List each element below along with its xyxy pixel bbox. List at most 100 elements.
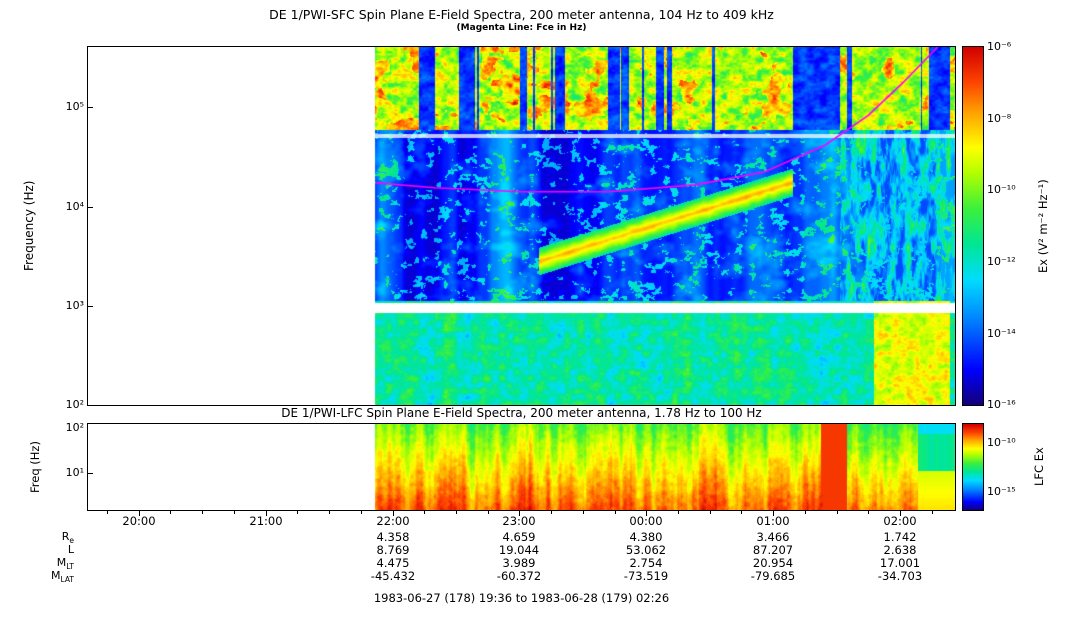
axis-tick xyxy=(88,207,93,208)
ephemeris-value: 2.638 xyxy=(883,543,917,557)
axis-tick xyxy=(329,511,330,514)
axis-tick xyxy=(741,511,742,514)
xtick-0000: 00:00 xyxy=(629,514,663,528)
ephemeris-value: 4.475 xyxy=(376,556,410,570)
axis-tick xyxy=(615,511,616,514)
lfc-title: DE 1/PWI-LFC Spin Plane E-Field Spectra,… xyxy=(281,406,762,420)
time-range-footer: 1983-06-27 (178) 19:36 to 1983-06-28 (17… xyxy=(373,591,670,605)
sfc-cbtick-1e-8: 10⁻⁸ xyxy=(987,112,1012,125)
axis-tick xyxy=(107,511,108,514)
axis-tick xyxy=(266,511,267,516)
ephemeris-value: 87.207 xyxy=(752,543,794,557)
ephemeris-label-mlat: MLAT xyxy=(28,569,74,584)
xtick-2000: 20:00 xyxy=(122,514,156,528)
ephemeris-label-l: L xyxy=(28,543,74,558)
axis-tick xyxy=(170,511,171,514)
axis-tick xyxy=(551,511,552,514)
axis-tick xyxy=(932,511,933,514)
sfc-colorbar-canvas xyxy=(963,47,983,405)
ephemeris-value: 17.001 xyxy=(879,556,921,570)
ephemeris-value: 3.466 xyxy=(756,530,790,544)
ephemeris-label-re-main: R xyxy=(61,530,70,543)
axis-tick xyxy=(202,511,203,514)
axis-tick xyxy=(361,511,362,514)
ephemeris-label-mlat-main: M xyxy=(51,569,61,582)
sfc-ytick-1e3: 10³ xyxy=(65,299,84,312)
sfc-cbtick-1e-16: 10⁻¹⁶ xyxy=(987,398,1016,411)
ephemeris-value: 3.989 xyxy=(502,556,536,570)
ephemeris-value: 4.380 xyxy=(629,530,663,544)
axis-tick xyxy=(393,511,394,516)
lfc-y-axis-label: Freq (Hz) xyxy=(28,441,42,493)
ephemeris-value: 8.769 xyxy=(376,543,410,557)
axis-tick xyxy=(488,511,489,514)
ephemeris-label-re-sub: e xyxy=(69,536,74,546)
lfc-plot-area xyxy=(87,423,956,511)
ephemeris-label-l-main: L xyxy=(67,543,74,556)
xtick-0100: 01:00 xyxy=(756,514,790,528)
xtick-2300: 23:00 xyxy=(502,514,536,528)
lfc-spectrogram-canvas xyxy=(88,424,955,510)
axis-tick xyxy=(900,511,901,516)
axis-tick xyxy=(297,511,298,514)
sfc-colorbar xyxy=(962,46,984,406)
ephemeris-value: -60.372 xyxy=(496,569,542,583)
lfc-cbtick-1e-15: 10⁻¹⁵ xyxy=(987,485,1016,498)
sfc-cbtick-1e-12: 10⁻¹² xyxy=(987,255,1016,268)
ephemeris-value: -45.432 xyxy=(370,569,416,583)
axis-tick xyxy=(868,511,869,514)
ephemeris-value: -79.685 xyxy=(750,569,796,583)
sfc-ytick-1e5: 10⁵ xyxy=(65,100,84,113)
axis-tick xyxy=(710,511,711,514)
lfc-cbtick-1e-10: 10⁻¹⁰ xyxy=(987,436,1016,449)
axis-tick xyxy=(139,511,140,516)
sfc-plot-area xyxy=(87,46,956,406)
xtick-0200: 02:00 xyxy=(883,514,917,528)
lfc-colorbar-canvas xyxy=(963,424,983,510)
axis-tick xyxy=(837,511,838,514)
axis-tick xyxy=(519,511,520,516)
lfc-ytick-1e2: 10² xyxy=(65,421,84,434)
axis-tick xyxy=(646,511,647,516)
sfc-title: DE 1/PWI-SFC Spin Plane E-Field Spectra,… xyxy=(269,7,774,22)
sfc-cbtick-1e-6: 10⁻⁶ xyxy=(987,40,1012,53)
ephemeris-value: 2.754 xyxy=(629,556,663,570)
sfc-cbtick-1e-14: 10⁻¹⁴ xyxy=(987,327,1016,340)
ephemeris-value: -34.703 xyxy=(877,569,923,583)
ephemeris-label-mlt: MLT xyxy=(28,556,74,571)
axis-tick xyxy=(678,511,679,514)
sfc-colorbar-label: Ex (V² m⁻² Hz⁻¹) xyxy=(1036,179,1050,273)
axis-tick xyxy=(88,306,93,307)
axis-tick xyxy=(805,511,806,514)
ephemeris-label-mlat-sub: LAT xyxy=(60,575,74,585)
ephemeris-value: 53.062 xyxy=(625,543,667,557)
sfc-subtitle: (Magenta Line: Fce in Hz) xyxy=(456,23,587,33)
sfc-ytick-1e4: 10⁴ xyxy=(65,200,84,213)
ephemeris-value: 1.742 xyxy=(883,530,917,544)
sfc-ytick-1e2: 10² xyxy=(65,398,84,411)
ephemeris-value: 4.358 xyxy=(376,530,410,544)
axis-tick xyxy=(456,511,457,514)
ephemeris-value: -73.519 xyxy=(623,569,669,583)
axis-tick xyxy=(88,107,93,108)
ephemeris-label-mlt-main: M xyxy=(56,556,67,569)
ephemeris-label-mlt-sub: LT xyxy=(66,562,74,572)
ephemeris-value: 19.044 xyxy=(498,543,540,557)
sfc-spectrogram-canvas xyxy=(88,47,955,405)
sfc-y-axis-label: Frequency (Hz) xyxy=(22,180,36,272)
xtick-2200: 22:00 xyxy=(376,514,410,528)
axis-tick xyxy=(583,511,584,514)
axis-tick xyxy=(88,473,93,474)
sfc-cbtick-1e-10: 10⁻¹⁰ xyxy=(987,183,1016,196)
lfc-colorbar xyxy=(962,423,984,511)
ephemeris-value: 4.659 xyxy=(502,530,536,544)
lfc-ytick-1e1: 10¹ xyxy=(65,466,84,479)
ephemeris-label-re: Re xyxy=(28,530,74,545)
axis-tick xyxy=(424,511,425,514)
ephemeris-value: 20.954 xyxy=(752,556,794,570)
axis-tick xyxy=(234,511,235,514)
xtick-2100: 21:00 xyxy=(249,514,283,528)
axis-tick xyxy=(773,511,774,516)
lfc-colorbar-label: LFC Ex xyxy=(1032,447,1046,487)
